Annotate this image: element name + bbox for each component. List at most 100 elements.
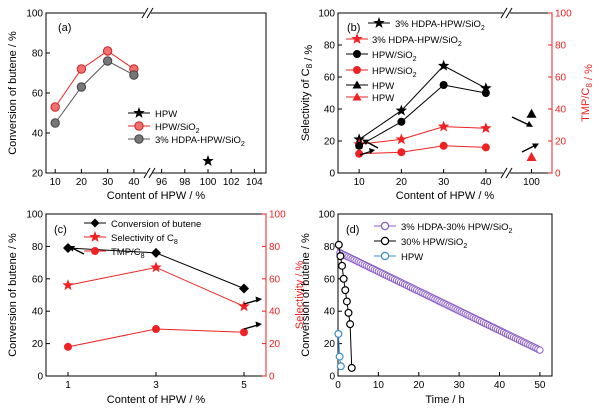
panel-a-frame — [45, 12, 267, 174]
panel-b-ytick-label: 100 — [318, 9, 335, 20]
panel-c-xtick-label: 3 — [153, 380, 159, 391]
legend-b-hdpa-red-label: 3% HDPA-HPW/SiO2 — [372, 35, 462, 48]
panel-a-point-star — [202, 155, 214, 166]
panel-a-x-ticks: 10 20 30 40 96 98 100 102 104 — [50, 169, 263, 188]
panel-a-point — [102, 56, 113, 66]
panel-d-point-hpwsio2 — [347, 363, 356, 372]
panel-d-point-hpwsio2 — [346, 320, 355, 329]
panel-d-series-line — [337, 333, 342, 367]
panel-c-point-star — [238, 300, 250, 312]
legend-b-hpw-red-triangle-icon — [352, 92, 362, 101]
panel-a-break-bottom-slash2 — [148, 167, 156, 179]
panel-b-ytick-label: 60 — [324, 73, 336, 84]
panel-d-point-hpwsio2 — [342, 297, 351, 306]
panel-b-point-triangle — [526, 108, 537, 118]
panel-d-xtick-label: 30 — [454, 380, 466, 391]
panel-d-point-hpwsio2 — [338, 261, 347, 270]
panel-a-break-bottom-slash1 — [143, 167, 151, 179]
panel-a-series-line — [54, 60, 135, 124]
panel-b-point — [397, 117, 406, 126]
panel-b-xtick-label: 20 — [396, 177, 408, 188]
legend-hpw-star-icon — [133, 107, 145, 118]
panel-c-label: (c) — [54, 224, 67, 236]
panel-d: 0 20 40 60 80 100 0 10 20 30 40 50 (d) Time / h Co… — [300, 210, 553, 406]
arrow-c-3 — [243, 321, 262, 330]
panel-b-ytick-label: 40 — [324, 105, 336, 116]
panel-d-ylabel: Conversion of butene / % — [300, 233, 312, 357]
legend-hdpa-hpw-sio2-circle-icon — [134, 134, 144, 144]
legend-b-hdpa-red-star-icon — [351, 33, 363, 44]
panel-b-y2tick-label: 100 — [555, 9, 572, 20]
panel-c: 0 20 40 60 80 100 0 20 40 60 80 100 1 3 5 (c) Conten… — [7, 210, 306, 407]
panel-b-break-bottom — [503, 168, 510, 178]
panel-d-xtick-label: 40 — [494, 380, 506, 391]
panel-d-xtick-label: 10 — [373, 380, 385, 391]
panel-d-point-hpw — [336, 362, 345, 371]
panel-a-series-line — [54, 50, 135, 108]
panel-d-ytick-label: 80 — [324, 242, 336, 253]
panel-c-point — [152, 325, 160, 334]
panel-c-y2tick-label: 20 — [269, 339, 281, 350]
panel-b-y2label: TMP/C8 / % — [580, 64, 595, 122]
panel-b-series-line — [358, 65, 487, 140]
panel-d-xtick-label: 50 — [534, 380, 546, 391]
panel-b-break-bottom-slash2 — [505, 167, 513, 179]
legend-c-selectivity-label: Selectivity of C8 — [111, 233, 178, 246]
panel-b-y2tick-label: 40 — [555, 105, 567, 116]
legend-c-tmp: TMP/C8 — [84, 247, 145, 260]
panel-c-ylabel: Conversion of butene / % — [7, 233, 19, 357]
panel-d-ytick-label: 0 — [329, 372, 335, 383]
panel-b-break-top-slash2 — [505, 7, 513, 19]
legend-d-hdpa-label: 3% HDPA-30% HPW/SiO2 — [401, 222, 513, 235]
legend-hpw: HPW — [128, 107, 177, 120]
legend-c-selectivity: Selectivity of C8 — [84, 231, 178, 246]
legend-hpw-sio2-circle-icon — [134, 121, 144, 131]
legend-d-hpw: HPW — [374, 251, 423, 263]
panel-d-y-ticks: 0 20 40 60 80 100 — [318, 210, 342, 383]
legend-b-hpw-black-label: HPW — [372, 81, 394, 92]
panel-c-arrows — [68, 246, 262, 330]
legend-d-hpwsio2-circle-icon — [380, 236, 390, 246]
panel-d-point-hpwsio2 — [341, 286, 350, 295]
legend-b-hdpa-black-label: 3% HDPA-HPW/SiO2 — [395, 19, 485, 32]
legend-b-hpwsio2-red: HPW/SiO2 — [346, 66, 417, 79]
panel-b-ytick-label: 20 — [324, 137, 336, 148]
panel-a-point — [129, 70, 139, 80]
panel-d-ytick-label: 40 — [324, 307, 336, 318]
panel-a-xtick-label: 30 — [102, 177, 114, 188]
panel-d-x-ticks: 0 10 20 30 40 50 — [335, 372, 546, 391]
panel-a-xlabel: Content of HPW / % — [107, 190, 206, 202]
panel-a-y-ticks: 20 40 60 80 100 — [26, 9, 50, 180]
panel-c-ytick-label: 40 — [32, 307, 44, 318]
panel-b-point-star — [480, 122, 492, 134]
panel-b-series — [353, 59, 537, 161]
panel-c-y2tick-label: 80 — [269, 242, 281, 253]
legend-d-hpw-label: HPW — [401, 252, 423, 263]
legend-d-hdpa-circle-icon — [380, 221, 390, 231]
panel-d-point-hpwsio2 — [339, 274, 348, 283]
panel-b-point-star — [437, 59, 450, 71]
panel-b-x-ticks: 10 20 30 40 100 — [354, 169, 540, 188]
panel-d-ytick-label: 100 — [318, 210, 335, 221]
panel-a-ytick-label: 20 — [32, 169, 44, 180]
legend-hpw-label: HPW — [155, 109, 177, 120]
panel-a-xtick-label: 100 — [200, 177, 217, 188]
panel-b-xtick-label: 10 — [354, 177, 366, 188]
legend-d-hpwsio2: 30% HPW/SiO2 — [374, 236, 467, 250]
panel-a-break-top-slash2 — [146, 7, 154, 19]
legend-d-hpwsio2-label: 30% HPW/SiO2 — [401, 237, 467, 250]
panel-c-ytick-label: 100 — [26, 210, 43, 221]
panel-a: 20 40 60 80 100 10 20 30 40 96 98 100 102 104 (a) Co… — [7, 7, 267, 202]
panel-a-xtick-label: 20 — [76, 177, 88, 188]
panel-b-label: (b) — [347, 22, 360, 34]
panel-b-point — [439, 141, 448, 150]
panel-a-xtick-label: 10 — [50, 177, 62, 188]
panel-a-xtick-label: 98 — [179, 177, 191, 188]
panel-d-frame — [337, 213, 553, 377]
panel-a-point — [76, 64, 87, 74]
panel-d-xtick-label: 0 — [335, 380, 341, 391]
panel-a-break-bottom — [146, 168, 152, 178]
panel-a-legend: HPW HPW/SiO2 3% HDPA-HPW/SiO2 — [128, 107, 245, 148]
panel-b-xtick-label: 100 — [523, 177, 540, 188]
panel-a-point — [102, 46, 113, 56]
